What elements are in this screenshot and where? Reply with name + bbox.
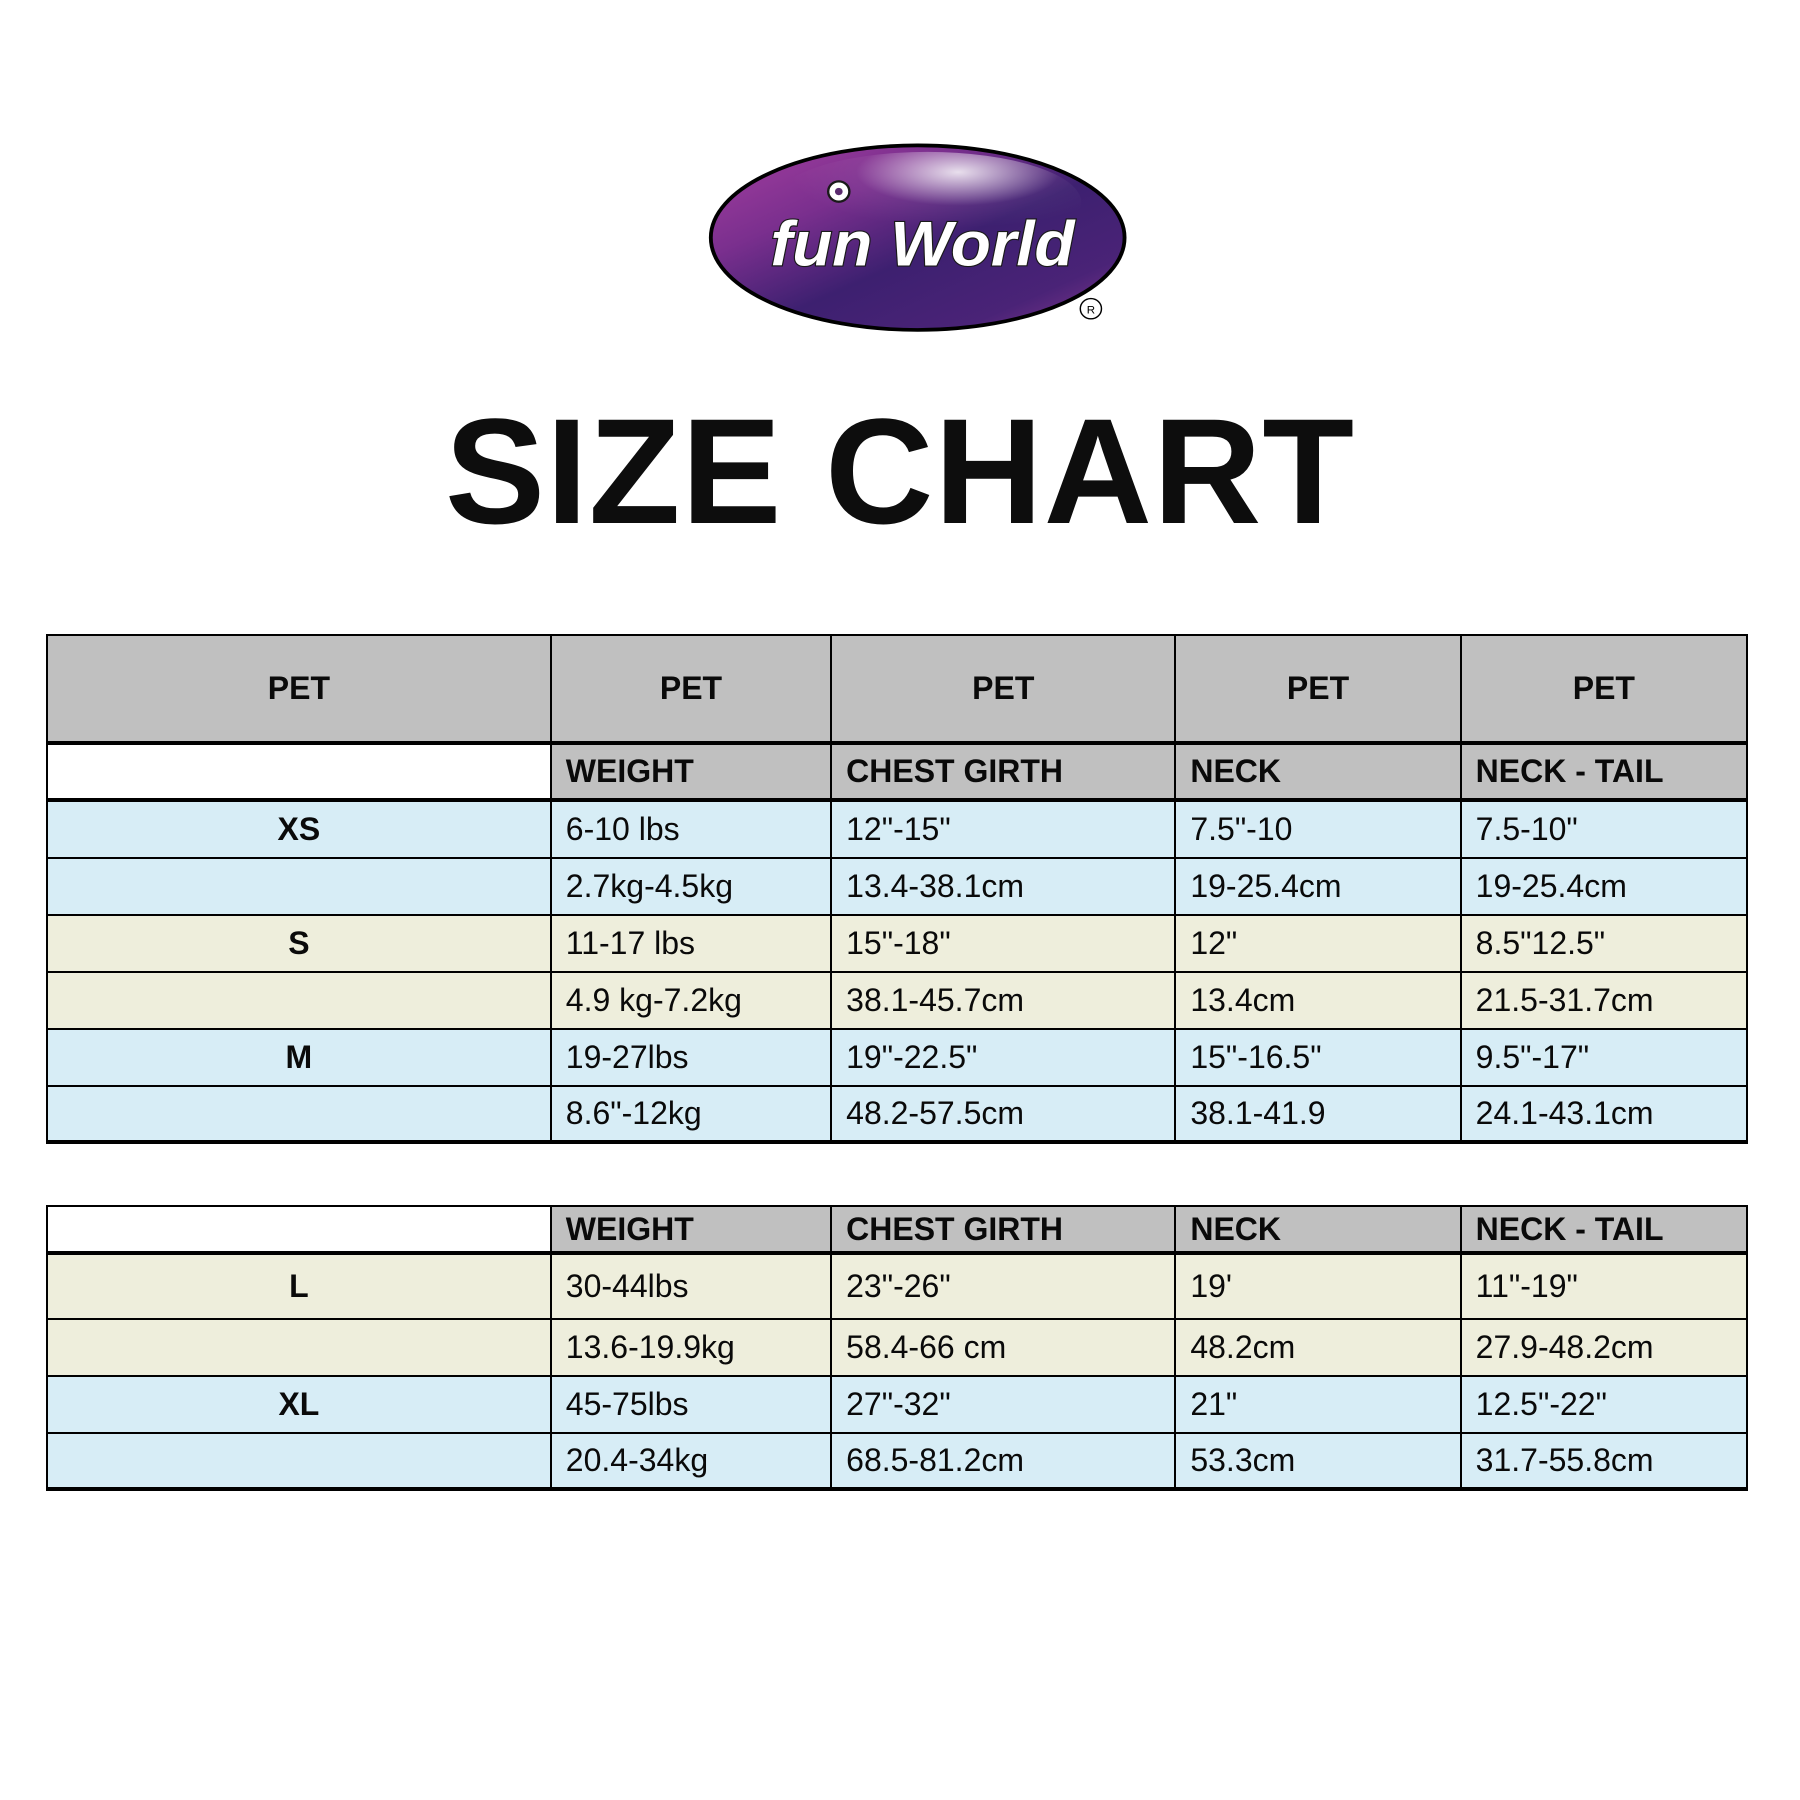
svg-text:fun World: fun World	[770, 209, 1076, 279]
svg-text:R: R	[1087, 305, 1095, 317]
